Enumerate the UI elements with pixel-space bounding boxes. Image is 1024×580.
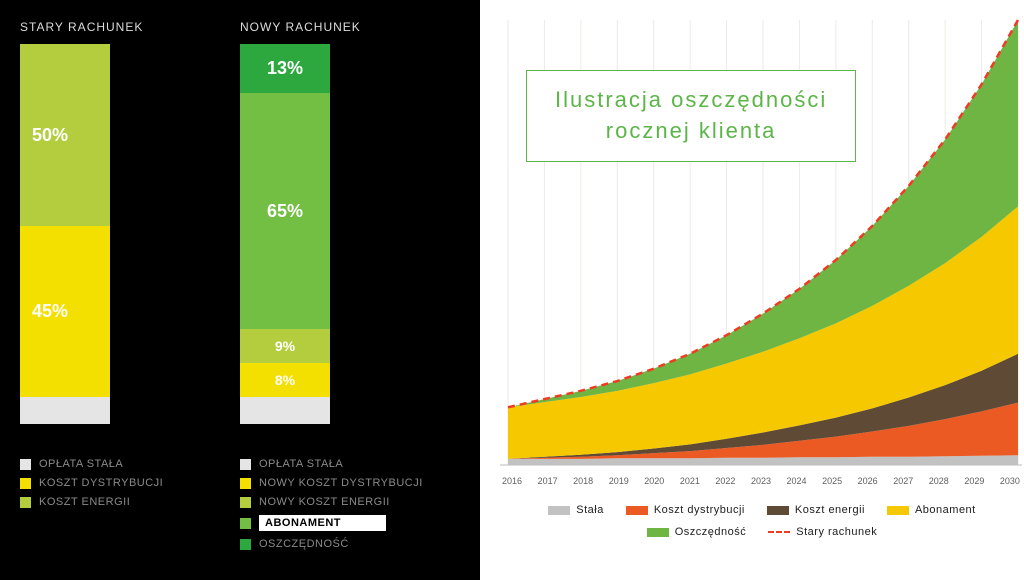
x-axis-year: 2027: [893, 476, 913, 486]
bar-segment: [20, 397, 110, 424]
x-axis-year: 2018: [573, 476, 593, 486]
stary-rachunek-group: STARY RACHUNEK 50%45%: [20, 20, 160, 440]
x-axis-labels: 2016 2017 2018 2019 2020 2021 2022 2023 2024 2025…: [490, 476, 1024, 486]
legend-dash-swatch: [768, 531, 790, 533]
legend-item: OSZCZĘDNOŚĆ: [240, 538, 440, 550]
legend-label: OPŁATA STAŁA: [259, 458, 343, 470]
area-legend-item: Koszt energii: [767, 504, 865, 516]
area-chart-legend: Stała Koszt dystrybucji Koszt energii Abona…: [510, 504, 1014, 538]
chart-title-line1: Ilustracja oszczędności: [555, 85, 827, 116]
legend-label: KOSZT DYSTRYBUCJI: [39, 477, 163, 489]
stary-rachunek-bar: 50%45%: [20, 44, 110, 424]
legend-label: NOWY KOSZT DYSTRYBUCJI: [259, 477, 423, 489]
legend-label: Oszczędność: [675, 526, 747, 538]
area-legend-item: Oszczędność: [647, 526, 747, 538]
legend-item: ABONAMENT: [240, 515, 440, 531]
legend-label: Stała: [576, 504, 604, 516]
left-legends-row: OPŁATA STAŁA KOSZT DYSTRYBUCJI KOSZT ENERG…: [10, 458, 470, 550]
legend-swatch: [240, 539, 251, 550]
legend-swatch: [767, 506, 789, 515]
x-axis-year: 2022: [715, 476, 735, 486]
bar-segment: 50%: [20, 44, 110, 226]
area-chart-wrap: Ilustracja oszczędności rocznej klienta: [490, 10, 1024, 470]
legend-label: Koszt dystrybucji: [654, 504, 745, 516]
area-legend-item: Stary rachunek: [768, 526, 877, 538]
nowy-rachunek-group: NOWY RACHUNEK 13%65%9%8%: [240, 20, 380, 440]
bars-row: STARY RACHUNEK 50%45% NOWY RACHUNEK 13%6…: [10, 20, 470, 440]
legend-item: NOWY KOSZT ENERGII: [240, 496, 440, 508]
x-axis-year: 2026: [858, 476, 878, 486]
bar-segment: 13%: [240, 44, 330, 93]
legend-label: NOWY KOSZT ENERGII: [259, 496, 390, 508]
legend-label: ABONAMENT: [259, 515, 386, 531]
legend-swatch: [20, 478, 31, 489]
x-axis-year: 2025: [822, 476, 842, 486]
nowy-rachunek-bar: 13%65%9%8%: [240, 44, 330, 424]
bar-segment: 65%: [240, 93, 330, 329]
x-axis-year: 2020: [644, 476, 664, 486]
chart-title-line2: rocznej klienta: [555, 116, 827, 147]
nowy-rachunek-legend: OPŁATA STAŁA NOWY KOSZT DYSTRYBUCJI NOWY K…: [240, 458, 440, 550]
area-legend-item: Stała: [548, 504, 604, 516]
legend-label: Koszt energii: [795, 504, 865, 516]
legend-item: NOWY KOSZT DYSTRYBUCJI: [240, 477, 440, 489]
legend-label: Abonament: [915, 504, 976, 516]
legend-swatch: [20, 459, 31, 470]
legend-swatch: [647, 528, 669, 537]
legend-item: KOSZT DYSTRYBUCJI: [20, 477, 220, 489]
bar-segment: 8%: [240, 363, 330, 397]
x-axis-year: 2016: [502, 476, 522, 486]
legend-label: OSZCZĘDNOŚĆ: [259, 538, 349, 550]
legend-item: OPŁATA STAŁA: [240, 458, 440, 470]
legend-item: OPŁATA STAŁA: [20, 458, 220, 470]
legend-swatch: [240, 478, 251, 489]
x-axis-year: 2023: [751, 476, 771, 486]
legend-swatch: [626, 506, 648, 515]
stary-rachunek-legend: OPŁATA STAŁA KOSZT DYSTRYBUCJI KOSZT ENERG…: [20, 458, 220, 550]
legend-label: OPŁATA STAŁA: [39, 458, 123, 470]
bill-comparison-panel: STARY RACHUNEK 50%45% NOWY RACHUNEK 13%6…: [0, 0, 480, 580]
legend-swatch: [240, 518, 251, 529]
legend-swatch: [887, 506, 909, 515]
bar-segment: 9%: [240, 329, 330, 363]
nowy-rachunek-title: NOWY RACHUNEK: [240, 20, 380, 34]
chart-title-box: Ilustracja oszczędności rocznej klienta: [526, 70, 856, 162]
legend-swatch: [548, 506, 570, 515]
x-axis-year: 2028: [929, 476, 949, 486]
x-axis-year: 2021: [680, 476, 700, 486]
x-axis-year: 2024: [787, 476, 807, 486]
legend-item: KOSZT ENERGII: [20, 496, 220, 508]
legend-label: KOSZT ENERGII: [39, 496, 130, 508]
x-axis-year: 2029: [964, 476, 984, 486]
x-axis-year: 2017: [538, 476, 558, 486]
x-axis-year: 2019: [609, 476, 629, 486]
x-axis-year: 2030: [1000, 476, 1020, 486]
bar-segment: 45%: [20, 226, 110, 397]
legend-swatch: [240, 459, 251, 470]
savings-illustration-panel: Ilustracja oszczędności rocznej klienta …: [480, 0, 1024, 580]
legend-swatch: [20, 497, 31, 508]
area-legend-item: Abonament: [887, 504, 976, 516]
legend-swatch: [240, 497, 251, 508]
stary-rachunek-title: STARY RACHUNEK: [20, 20, 160, 34]
legend-label: Stary rachunek: [796, 526, 877, 538]
bar-segment: [240, 397, 330, 424]
area-legend-item: Koszt dystrybucji: [626, 504, 745, 516]
